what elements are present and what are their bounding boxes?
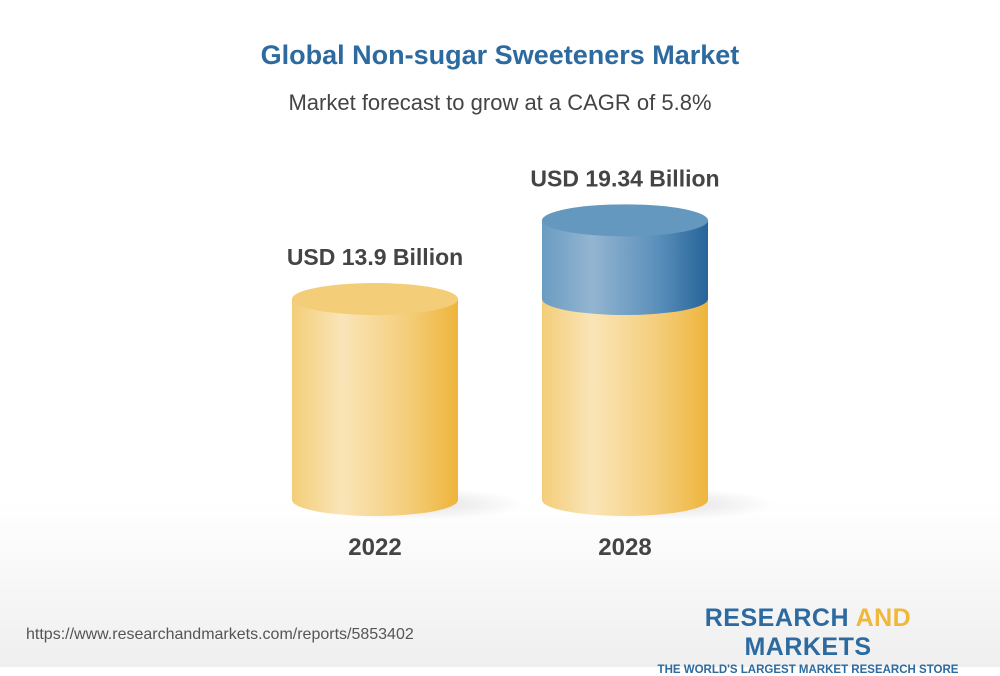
chart-title: Global Non-sugar Sweeteners Market: [260, 40, 740, 70]
source-url[interactable]: https://www.researchandmarkets.com/repor…: [26, 626, 414, 643]
bar-2022-base: [292, 299, 458, 516]
category-label: 2028: [598, 534, 651, 561]
cylinder-top: [292, 283, 458, 316]
research-and-markets-logo: RESEARCH AND MARKETS THE WORLD'S LARGEST…: [640, 604, 976, 676]
bar-2028-growth: [542, 220, 708, 315]
data-label: USD 19.34 Billion: [530, 165, 719, 191]
chart-subtitle: Market forecast to grow at a CAGR of 5.8…: [288, 90, 712, 115]
bar-2028-base: [542, 299, 708, 516]
cylinder-top: [542, 204, 708, 237]
data-label: USD 13.9 Billion: [287, 244, 463, 270]
logo-tagline: THE WORLD'S LARGEST MARKET RESEARCH STOR…: [657, 664, 959, 676]
category-label: 2022: [348, 534, 401, 561]
